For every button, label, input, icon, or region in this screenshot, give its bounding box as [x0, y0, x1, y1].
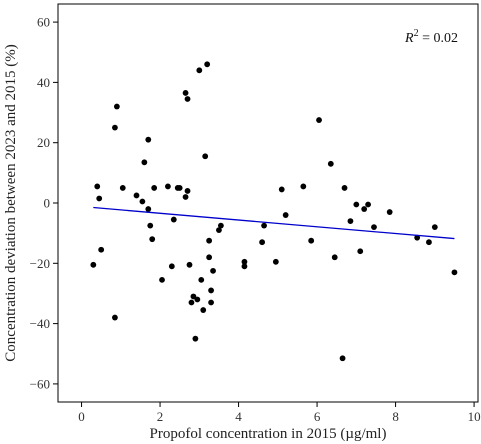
data-point [217, 222, 224, 229]
data-point [94, 183, 101, 190]
data-point [210, 267, 216, 274]
data-point [184, 188, 191, 194]
data-point [112, 314, 118, 321]
data-point [168, 263, 175, 270]
data-point [182, 90, 189, 96]
y-tick-label: −40 [30, 316, 50, 331]
data-point [451, 269, 458, 276]
data-point [119, 185, 126, 191]
x-tick-label: 4 [235, 409, 242, 424]
data-point [241, 263, 248, 270]
data-point [216, 227, 222, 234]
data-point [186, 261, 193, 268]
r-squared-superscript: 2 [414, 28, 419, 39]
data-point [386, 209, 393, 215]
data-point [272, 258, 279, 265]
y-tick-label: −60 [30, 376, 50, 391]
y-axis: −60 −40 −20 0 20 40 60 [30, 15, 58, 391]
data-point [141, 159, 148, 166]
data-point [414, 234, 421, 241]
data-point [139, 198, 146, 205]
data-point [331, 254, 338, 261]
data-point [357, 248, 364, 255]
data-point [208, 299, 214, 306]
data-point [206, 237, 213, 244]
data-points [90, 61, 458, 362]
data-point [204, 61, 211, 68]
y-tick-label: −20 [30, 256, 50, 271]
data-point [198, 276, 205, 283]
data-point [147, 222, 154, 229]
data-point [282, 212, 289, 218]
data-point [145, 136, 152, 143]
plot-area [57, 3, 479, 403]
data-point [190, 293, 197, 300]
data-point [308, 237, 315, 244]
data-point [206, 254, 213, 261]
data-point [371, 224, 377, 231]
regression-line [93, 206, 455, 240]
data-point [208, 287, 214, 294]
y-axis-title: Concentration deviation between 2023 and… [3, 44, 19, 361]
data-point [353, 201, 360, 208]
r-squared-symbol: R [404, 31, 414, 46]
x-tick-label: 6 [314, 409, 321, 424]
data-point [361, 206, 368, 212]
x-tick-label: 0 [78, 409, 85, 424]
data-point [426, 239, 432, 246]
y-tick-label: 20 [37, 135, 50, 150]
data-point [278, 186, 285, 193]
data-point [316, 117, 322, 123]
data-point [192, 335, 199, 342]
r-squared-annotation: R2 = 0.02 [404, 28, 458, 46]
y-tick-label: 0 [44, 196, 51, 211]
data-point [341, 185, 348, 191]
data-point [149, 236, 156, 243]
data-point [200, 307, 207, 313]
data-point [194, 296, 201, 303]
x-tick-label: 2 [157, 409, 164, 424]
r-squared-value: = 0.02 [419, 31, 458, 46]
data-point [188, 299, 195, 306]
data-point [182, 194, 189, 200]
data-point [96, 195, 103, 202]
data-point [300, 183, 307, 190]
data-point [196, 67, 203, 74]
data-point [241, 258, 248, 265]
data-point [339, 355, 346, 362]
x-tick-label: 10 [468, 409, 481, 424]
data-point [90, 261, 97, 268]
data-point [151, 185, 158, 191]
data-point [133, 192, 140, 199]
x-axis-title: Propofol concentration in 2015 (µg/ml) [150, 426, 387, 442]
data-point [261, 222, 267, 229]
data-point [170, 216, 177, 223]
data-point [347, 218, 354, 224]
data-point [259, 239, 266, 246]
data-point [113, 103, 120, 110]
data-point [145, 206, 152, 212]
y-tick-label: 60 [37, 15, 50, 30]
data-point [365, 201, 371, 208]
data-point [327, 160, 334, 167]
y-tick-label: 40 [37, 75, 50, 90]
data-point [165, 183, 171, 190]
data-point [176, 185, 183, 191]
data-point [184, 96, 191, 102]
data-point [431, 224, 438, 231]
data-point [202, 153, 209, 160]
x-axis: 0 2 4 6 8 10 [78, 402, 481, 424]
data-point [159, 276, 165, 283]
data-point [112, 124, 118, 131]
data-point [98, 246, 105, 253]
x-tick-label: 8 [392, 409, 399, 424]
